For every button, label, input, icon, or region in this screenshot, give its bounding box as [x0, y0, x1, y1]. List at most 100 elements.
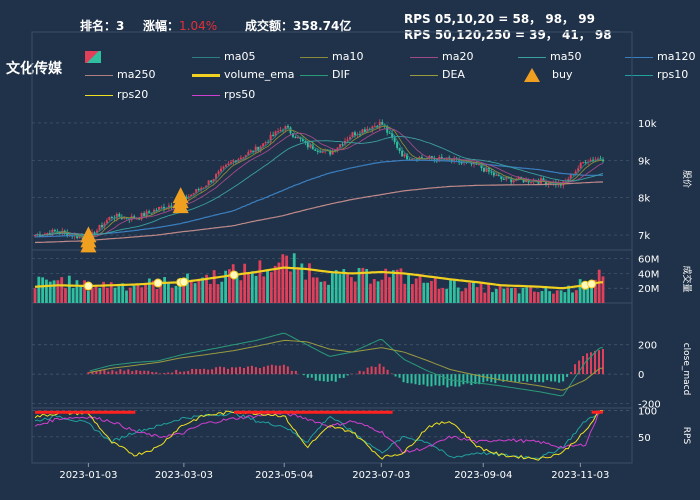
macd-bar [107, 371, 110, 375]
macd-bar [143, 370, 146, 375]
series-line-ma20 [34, 128, 604, 237]
x-tick-label: 2023-01-03 [59, 470, 117, 481]
candle [544, 181, 547, 185]
legend-item: DEA [410, 68, 465, 81]
macd-bar [470, 374, 473, 386]
rank-label: 排名： [80, 19, 117, 33]
macd-bar [498, 374, 501, 381]
legend-label: rps50 [224, 88, 256, 101]
legend-swatch [192, 94, 220, 96]
candle [46, 232, 49, 234]
chart-title: 文化传媒 [6, 61, 62, 77]
candle [105, 220, 108, 224]
macd-bar [242, 367, 245, 375]
buy-marker [80, 226, 97, 243]
volume-bar [186, 273, 189, 303]
candle [143, 213, 146, 217]
macd-bar [231, 367, 234, 375]
candle [396, 141, 399, 148]
y-axis-label: RPS [681, 427, 691, 445]
volume-bar [403, 283, 407, 303]
macd-bar [346, 374, 349, 376]
legend-label: ma120 [657, 50, 696, 63]
y-axis-label: close_macd [681, 343, 691, 396]
legend-label: ma20 [442, 50, 474, 63]
volume-bar [399, 268, 403, 303]
macd-bar [394, 374, 397, 377]
series-line-volume_ema [34, 266, 603, 290]
candle [361, 129, 364, 135]
macd-bar [482, 374, 485, 383]
candle-swatch-icon [85, 51, 101, 63]
candle [344, 140, 347, 145]
volume-bar [212, 270, 216, 303]
macd-bar [530, 374, 533, 380]
change-label: 涨幅： [143, 19, 180, 33]
macd-bar [290, 370, 293, 375]
change-value: 1.04% [179, 19, 218, 33]
legend-swatch [410, 56, 438, 58]
volume-bar [487, 284, 491, 303]
candle [200, 188, 203, 190]
volume-signal-dot [179, 277, 189, 287]
volume-bar [182, 281, 186, 303]
legend-item: rps50 [192, 88, 255, 101]
macd-bar [434, 374, 437, 386]
candle [148, 211, 151, 213]
macd-bar [95, 371, 98, 375]
macd-bar [554, 374, 557, 382]
volume-bar [247, 273, 250, 303]
candle [269, 134, 272, 143]
macd-bar [131, 371, 134, 375]
volume-bar [346, 273, 349, 303]
volume-bar [430, 280, 433, 303]
volume-bar [94, 285, 98, 303]
macd-bar [458, 374, 461, 387]
macd-bar [183, 371, 186, 375]
macd-bar [258, 368, 261, 375]
series-line-rps10 [34, 410, 604, 460]
volume-bar [281, 254, 285, 303]
macd-bar [159, 373, 162, 375]
candle [242, 157, 245, 159]
macd-bar [358, 370, 361, 375]
macd-bar [310, 374, 313, 378]
candle [339, 144, 342, 148]
macd-bar [478, 374, 481, 385]
candle [232, 160, 235, 163]
buy-marker-icon [524, 68, 540, 82]
macd-bar [338, 374, 341, 379]
volume-bar [163, 277, 167, 303]
candle [411, 159, 414, 161]
macd-bar [191, 368, 194, 375]
candle [497, 174, 500, 177]
volume-bar [159, 280, 163, 303]
macd-bar [542, 374, 545, 383]
macd-bar [223, 367, 226, 375]
volume-bar [71, 288, 75, 303]
macd-bar [175, 369, 178, 375]
volume-bar [525, 287, 529, 303]
volume-bar [376, 281, 380, 303]
macd-bar [234, 367, 237, 375]
candle [363, 129, 366, 132]
candle [346, 139, 349, 141]
legend-swatch [192, 56, 220, 58]
y-tick-label: 8k [638, 194, 650, 205]
volume-bar [407, 273, 410, 303]
candle [577, 168, 580, 172]
volume-bar [361, 267, 365, 303]
candle [118, 213, 121, 218]
volume-bar [132, 285, 136, 303]
volume-bar [494, 289, 498, 303]
candle [207, 180, 210, 186]
series-line-rps20 [34, 410, 603, 461]
macd-bar [602, 349, 604, 375]
volume-bar [445, 288, 449, 303]
volume-bar [254, 275, 258, 303]
volume-bar [334, 270, 338, 303]
candle [100, 225, 103, 228]
macd-bar [294, 370, 297, 375]
volume-bar [475, 287, 479, 303]
candle [247, 152, 250, 156]
